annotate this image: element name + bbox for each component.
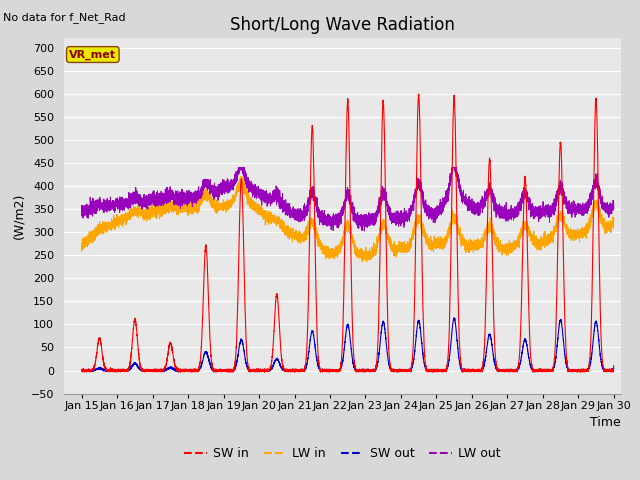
Title: Short/Long Wave Radiation: Short/Long Wave Radiation: [230, 16, 455, 34]
Legend: SW in, LW in, SW out, LW out: SW in, LW in, SW out, LW out: [179, 443, 506, 466]
X-axis label: Time: Time: [590, 416, 621, 429]
Text: VR_met: VR_met: [69, 49, 116, 60]
Text: No data for f_Net_Rad: No data for f_Net_Rad: [3, 12, 126, 23]
Y-axis label: (W/m2): (W/m2): [12, 193, 26, 239]
